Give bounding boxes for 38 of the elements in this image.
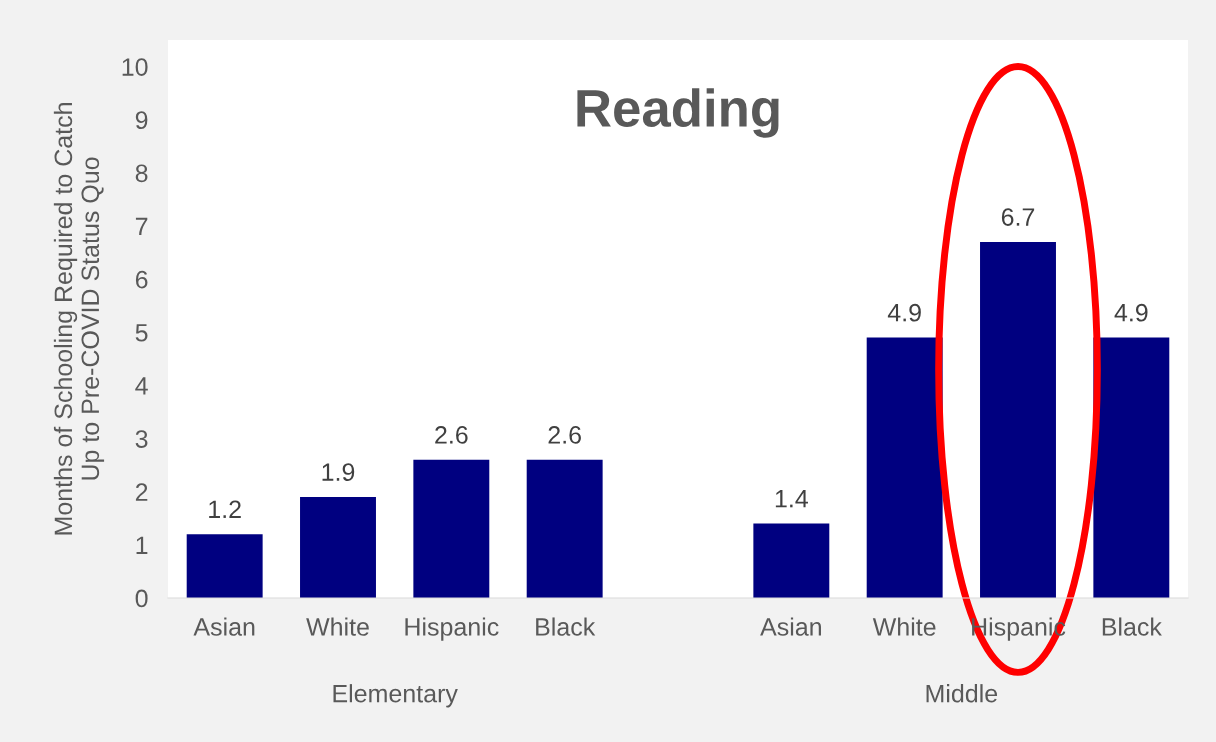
y-tick-label: 1 (136, 536, 148, 554)
y-tick-label: 7 (135, 217, 148, 236)
text: Elementary (333, 684, 458, 708)
x-tick-label: White (306, 617, 369, 636)
data-label: 6.7 (1001, 208, 1035, 226)
data-label: 2.6 (435, 426, 468, 444)
x-tick-label: Asian (760, 617, 821, 636)
y-tick-label: 8 (135, 164, 148, 183)
bar (526, 459, 603, 598)
y-tick-label: 3 (135, 430, 148, 448)
y-tick-label: 9 (135, 111, 148, 130)
bar (413, 459, 490, 598)
data-label: 1.4 (775, 490, 808, 508)
y-axis-title: Months of Schooling Required to Catch Up to Pre-COVID Status Quo (53, 103, 105, 535)
y-tick-label: 6 (135, 270, 148, 289)
y-tick-label: 2 (135, 483, 148, 501)
bar (300, 497, 376, 598)
x-tick-label: Hispanic (405, 617, 499, 641)
text: Reading (577, 88, 779, 138)
text: Middle (926, 684, 998, 703)
x-tick-label: Asian (193, 617, 255, 636)
x-tick-label: White (872, 617, 936, 636)
bar (186, 534, 263, 598)
bar (980, 241, 1056, 598)
x-tick-label: Black (536, 617, 596, 636)
y-tick-label: 5 (135, 324, 148, 342)
bar (866, 337, 943, 598)
data-label: 1.9 (322, 463, 355, 481)
data-label: 4.9 (887, 303, 921, 322)
y-tick-label: 10 (122, 58, 148, 76)
data-label: 2.6 (548, 426, 581, 444)
y-tick-label: 0 (135, 589, 148, 608)
data-label: 1.2 (209, 500, 241, 518)
bar (1093, 337, 1170, 598)
data-label: 4.9 (1114, 303, 1148, 322)
y-tick-label: 4 (135, 377, 148, 395)
x-tick-label: Black (1102, 617, 1162, 636)
bar (753, 523, 830, 598)
